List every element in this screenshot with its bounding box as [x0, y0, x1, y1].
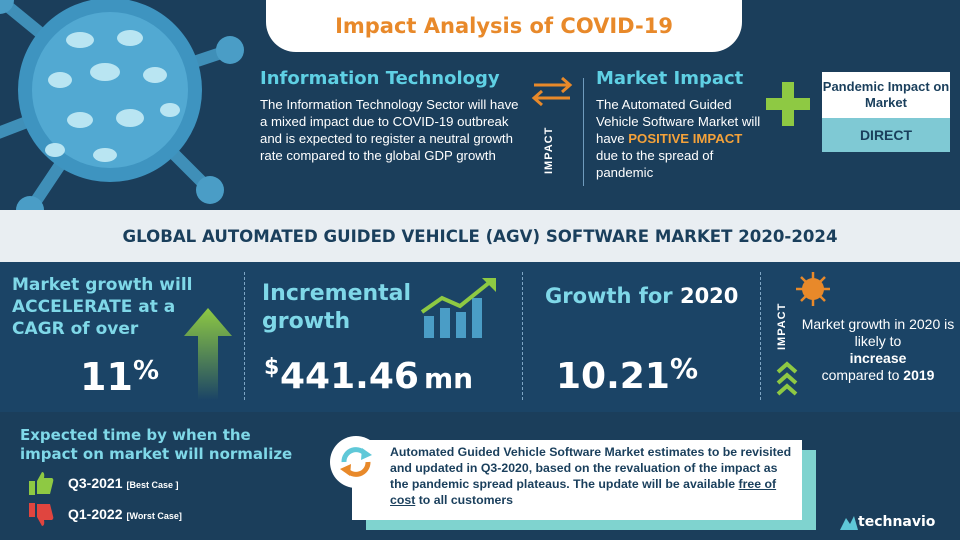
thumbs-up-icon — [29, 472, 54, 495]
best-case-note: [Best Case ] — [126, 480, 179, 490]
growth-2020-heading: Growth for 2020 — [545, 284, 738, 308]
thumbs-down-icon — [29, 503, 54, 526]
incremental-growth-unit: mn — [424, 362, 474, 395]
incremental-growth-value: 441.46 — [280, 356, 419, 397]
page-title: Impact Analysis of COVID-19 — [335, 14, 673, 38]
growth-2020-label: Growth for — [545, 284, 673, 308]
pandemic-impact-value-box: DIRECT — [822, 118, 950, 152]
it-heading: Information Technology — [260, 68, 500, 89]
worst-case-period: Q1-2022 — [68, 506, 123, 522]
title-banner: Impact Analysis of COVID-19 — [266, 0, 742, 52]
currency-symbol: $ — [264, 355, 280, 380]
divider — [244, 272, 245, 400]
best-case-period: Q3-2021 — [68, 475, 123, 491]
incremental-growth-heading: Incremental growth — [262, 281, 412, 334]
divider — [583, 78, 584, 186]
report-title-band: GLOBAL AUTOMATED GUIDED VEHICLE (AGV) SO… — [0, 210, 960, 262]
refresh-icon — [340, 447, 372, 477]
market-outlook-emphasis: increase — [849, 350, 907, 366]
market-outlook-year: 2019 — [903, 367, 935, 383]
market-outlook-text: Market growth in 2020 is likely to increa… — [800, 316, 956, 384]
chevron-up-icon — [776, 361, 798, 396]
market-outlook-line1: Market growth in 2020 is likely to — [801, 316, 955, 349]
plus-icon — [766, 82, 810, 126]
cagr-unit: % — [133, 356, 160, 386]
worst-case-note: [Worst Case] — [126, 511, 182, 521]
swap-arrows-icon — [531, 76, 573, 106]
free-of-cost-link[interactable]: free of cost — [390, 477, 777, 507]
worst-case: Q1-2022 [Worst Case] — [68, 506, 182, 522]
sun-icon — [796, 272, 830, 306]
impact-vertical-label: IMPACT — [540, 118, 562, 174]
it-description: The Information Technology Sector will h… — [260, 97, 519, 163]
virus-icon — [0, 0, 244, 220]
update-note-text-end: to all customers — [415, 493, 514, 507]
arrow-up-icon — [184, 308, 232, 400]
impact-label-text-2: IMPACT — [776, 302, 788, 350]
brand-name: technavio — [858, 514, 936, 530]
market-impact-text: The Automated Guided Vehicle Software Ma… — [596, 97, 761, 146]
normalize-heading: Expected time by when the impact on mark… — [20, 426, 293, 463]
pandemic-impact-label: Pandemic Impact on Market — [822, 79, 950, 110]
impact-label-text: IMPACT — [543, 126, 555, 174]
market-impact-description: The Automated Guided Vehicle Software Ma… — [596, 96, 766, 181]
pandemic-impact-label-box: Pandemic Impact on Market — [822, 72, 950, 118]
growth-2020-unit: % — [670, 352, 699, 385]
impact-vertical-label-2: IMPACT — [774, 288, 794, 350]
note-box — [352, 440, 802, 520]
brand-logo: technavio — [840, 514, 935, 530]
report-title: GLOBAL AUTOMATED GUIDED VEHICLE (AGV) SO… — [122, 226, 838, 246]
pandemic-impact-value: DIRECT — [859, 127, 913, 143]
technavio-icon — [840, 516, 858, 530]
market-impact-text-end: due to the spread of pandemic — [596, 148, 714, 180]
best-case: Q3-2021 [Best Case ] — [68, 475, 179, 491]
update-note-text: Automated Guided Vehicle Software Market… — [390, 445, 792, 491]
market-impact-heading: Market Impact — [596, 68, 744, 89]
market-growth-text: Market growth will ACCELERATE at a CAGR … — [12, 275, 193, 339]
market-outlook-line2: compared to — [821, 367, 900, 383]
update-note: Automated Guided Vehicle Software Market… — [390, 444, 798, 508]
growth-2020-value: 10.21 — [556, 356, 670, 397]
cagr-value: 11 — [80, 355, 133, 399]
divider — [522, 272, 523, 400]
divider — [760, 272, 761, 400]
growth-chart-icon — [420, 278, 496, 338]
refresh-badge — [330, 436, 382, 488]
positive-impact-highlight: POSITIVE IMPACT — [628, 131, 743, 146]
growth-2020-year: 2020 — [679, 284, 739, 308]
